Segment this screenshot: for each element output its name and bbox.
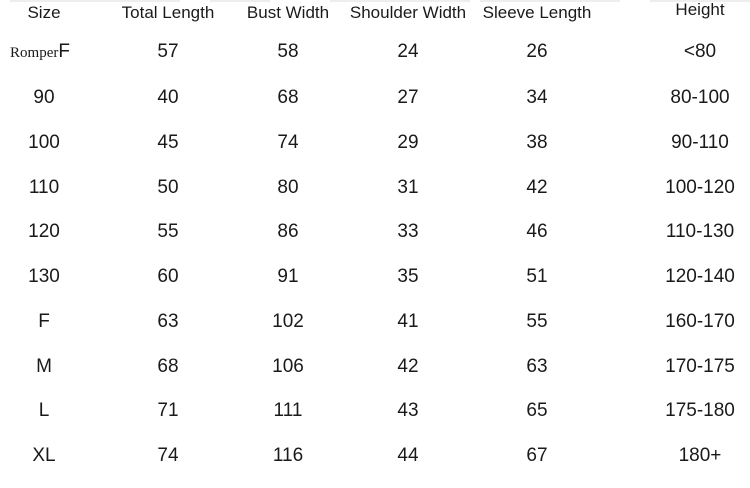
cell-size: 130 (28, 266, 60, 287)
cell-height: 80-100 (670, 87, 730, 108)
cell-sleeve-length: 67 (526, 445, 548, 466)
cell-sleeve-length: 26 (526, 41, 548, 62)
cell-size: 110 (28, 177, 60, 198)
cell-bust-width: 68 (277, 87, 299, 108)
header-size: Size (27, 3, 61, 22)
cell-bust-width: 80 (277, 177, 299, 198)
cell-height: 100-120 (665, 177, 735, 198)
header-total-length: Total Length (121, 3, 215, 22)
cell-size: 120 (28, 221, 60, 242)
cell-bust-width: 102 (272, 311, 304, 332)
cell-height: 90-110 (671, 132, 729, 153)
cell-height: <80 (683, 41, 717, 62)
cell-bust-width: 86 (277, 221, 299, 242)
cell-shoulder-width: 33 (397, 221, 419, 242)
header-divider (10, 0, 180, 2)
cell-bust-width: 74 (277, 132, 299, 153)
cell-bust-width: 58 (277, 41, 299, 62)
cell-sleeve-length: 46 (526, 221, 548, 242)
cell-size: L (38, 400, 50, 421)
header-divider (480, 0, 620, 2)
cell-height: 170-175 (665, 356, 735, 377)
cell-sleeve-length: 34 (526, 87, 548, 108)
cell-total-length: 63 (157, 311, 179, 332)
cell-bust-width: 111 (273, 400, 303, 421)
cell-size: M (36, 356, 52, 377)
romper-label: Romper (10, 45, 59, 61)
cell-size: RomperF (10, 41, 70, 63)
size-value: F (58, 41, 70, 62)
cell-size: 90 (33, 87, 55, 108)
header-height: Height (675, 0, 725, 19)
cell-total-length: 55 (157, 221, 179, 242)
cell-bust-width: 106 (272, 356, 304, 377)
cell-size: F (38, 311, 50, 332)
cell-sleeve-length: 51 (526, 266, 548, 287)
cell-shoulder-width: 35 (397, 266, 419, 287)
cell-total-length: 74 (157, 445, 179, 466)
cell-shoulder-width: 44 (397, 445, 419, 466)
cell-total-length: 60 (157, 266, 179, 287)
cell-height: 180+ (678, 445, 722, 466)
header-shoulder-width: Shoulder Width (349, 3, 467, 22)
cell-shoulder-width: 43 (397, 400, 419, 421)
cell-bust-width: 91 (277, 266, 299, 287)
cell-sleeve-length: 38 (526, 132, 548, 153)
cell-total-length: 45 (157, 132, 179, 153)
cell-height: 120-140 (665, 266, 735, 287)
header-sleeve-length: Sleeve Length (482, 3, 592, 22)
cell-size: 100 (28, 132, 60, 153)
cell-height: 160-170 (665, 311, 735, 332)
cell-total-length: 68 (157, 356, 179, 377)
cell-total-length: 57 (157, 41, 179, 62)
cell-bust-width: 116 (272, 445, 304, 466)
header-divider (650, 0, 750, 2)
cell-shoulder-width: 27 (397, 87, 419, 108)
cell-total-length: 71 (157, 400, 179, 421)
cell-sleeve-length: 55 (526, 311, 548, 332)
cell-shoulder-width: 41 (397, 311, 419, 332)
header-divider (210, 0, 270, 2)
cell-size: XL (32, 445, 56, 466)
cell-sleeve-length: 63 (526, 356, 548, 377)
cell-total-length: 40 (157, 87, 179, 108)
cell-sleeve-length: 65 (526, 400, 548, 421)
header-divider (330, 0, 470, 2)
cell-sleeve-length: 42 (526, 177, 548, 198)
cell-total-length: 50 (157, 177, 179, 198)
header-bust-width: Bust Width (246, 3, 330, 22)
cell-shoulder-width: 31 (397, 177, 419, 198)
cell-shoulder-width: 24 (397, 41, 419, 62)
cell-height: 110-130 (665, 221, 735, 242)
cell-height: 175-180 (665, 400, 735, 421)
cell-shoulder-width: 42 (397, 356, 419, 377)
cell-shoulder-width: 29 (397, 132, 419, 153)
